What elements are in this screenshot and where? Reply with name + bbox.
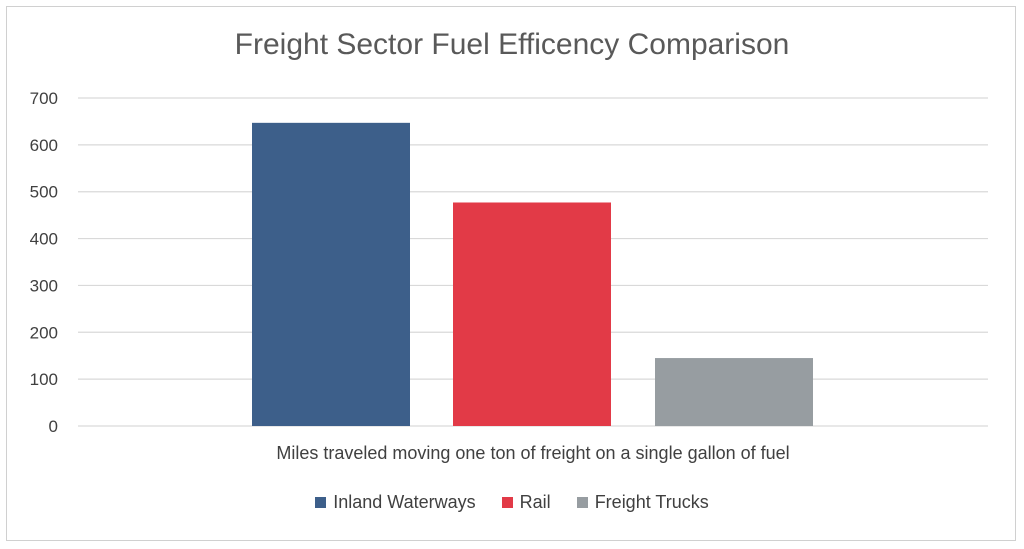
bar-rail xyxy=(453,202,611,426)
bar-freight-trucks xyxy=(655,358,813,426)
y-tick-label: 600 xyxy=(30,136,58,155)
y-tick-label: 0 xyxy=(49,417,58,436)
x-axis-caption: Miles traveled moving one ton of freight… xyxy=(276,443,790,463)
bar-inland-waterways xyxy=(252,122,410,426)
y-tick-label: 700 xyxy=(30,89,58,108)
legend-swatch xyxy=(315,497,327,508)
legend-item-freight-trucks: Freight Trucks xyxy=(576,492,709,513)
legend-item-inland-waterways: Inland Waterways xyxy=(315,492,476,513)
legend-swatch xyxy=(576,497,588,508)
y-tick-label: 300 xyxy=(30,276,58,295)
y-tick-label: 100 xyxy=(30,370,58,389)
y-tick-label: 400 xyxy=(30,230,58,249)
legend-label: Rail xyxy=(519,492,551,512)
y-tick-label: 200 xyxy=(30,323,58,342)
y-tick-label: 500 xyxy=(30,183,58,202)
chart-title: Freight Sector Fuel Efficency Comparison xyxy=(234,28,790,61)
legend-label: Inland Waterways xyxy=(333,492,476,512)
legend-swatch xyxy=(501,497,513,508)
chart-legend: Inland Waterways Rail Freight Trucks xyxy=(0,492,1024,513)
legend-label: Freight Trucks xyxy=(594,492,709,512)
legend-item-rail: Rail xyxy=(501,492,551,513)
